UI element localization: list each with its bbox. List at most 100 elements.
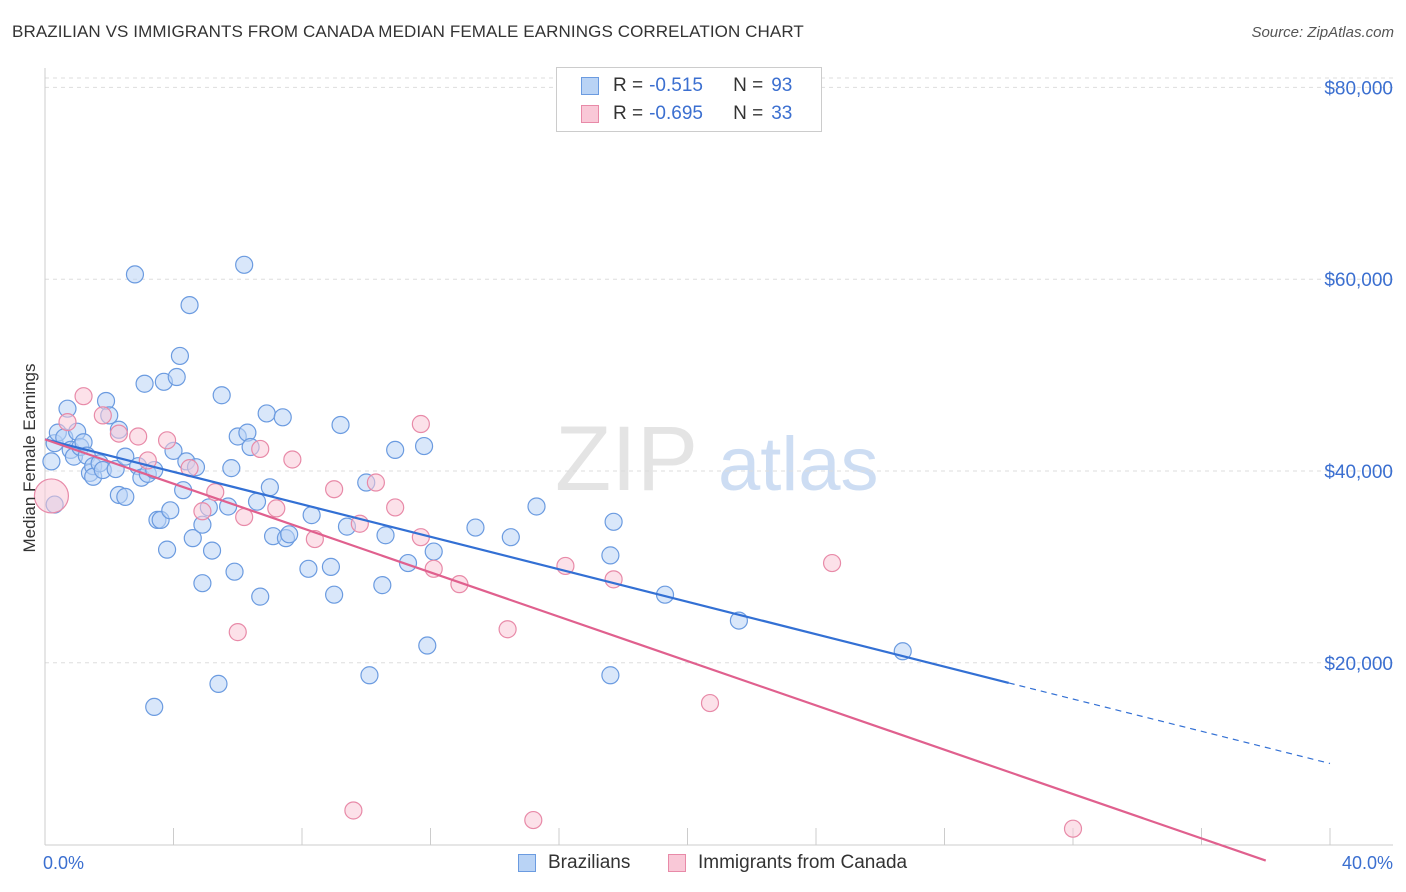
data-point	[247, 492, 267, 511]
data-point	[366, 473, 385, 492]
x-tick-label: 40.0%	[1342, 853, 1393, 873]
data-point	[170, 346, 190, 366]
legend-item-immigrants: Immigrants from Canada	[668, 852, 907, 874]
data-point	[700, 693, 720, 713]
legend-row-brazilians: R = -0.515 N = 93	[581, 73, 792, 99]
data-point	[386, 440, 405, 460]
data-point	[212, 386, 231, 405]
data-point	[228, 623, 247, 642]
legend-swatch-pink	[668, 854, 686, 872]
data-point	[331, 415, 350, 435]
legend-row-immigrants: R = -0.695 N = 33	[581, 101, 792, 127]
trend-lines	[44, 438, 1331, 862]
source-label: Source: ZipAtlas.com	[1251, 24, 1394, 41]
y-axis-label: Median Female Earnings	[20, 364, 39, 553]
data-point	[193, 574, 212, 593]
legend-label-immigrants: Immigrants from Canada	[698, 852, 908, 873]
data-point	[235, 255, 254, 274]
data-point	[601, 546, 620, 565]
data-point	[135, 374, 154, 393]
data-point	[202, 541, 222, 560]
x-tick-label: 0.0%	[43, 853, 84, 873]
y-tick-label: $20,000	[1324, 654, 1393, 675]
legend-r-label: R =	[613, 103, 644, 124]
data-point	[604, 512, 623, 531]
data-point	[418, 636, 437, 655]
tick-labels: $20,000 $40,000 $60,000 $80,000 0.0% 40.0%	[43, 78, 1393, 873]
data-point	[116, 487, 135, 506]
data-point	[267, 499, 286, 518]
data-point	[33, 478, 70, 514]
trend-line-brazilians	[44, 438, 1010, 684]
legend-swatch-pink	[581, 105, 599, 123]
data-point	[74, 387, 93, 406]
data-point	[125, 265, 145, 284]
grid-lines	[45, 77, 1393, 664]
watermark-atlas: atlas	[718, 422, 879, 507]
data-point	[424, 542, 443, 561]
data-point	[360, 666, 379, 685]
data-point	[209, 674, 228, 693]
zipatlas-watermark: ZIP atlas	[555, 408, 879, 510]
legend-r-label: R =	[613, 75, 644, 96]
legend-swatch-blue	[518, 854, 536, 872]
data-point	[283, 450, 302, 469]
data-point	[398, 553, 418, 573]
legend-label-brazilians: Brazilians	[548, 852, 631, 873]
data-point	[222, 459, 241, 478]
data-point	[109, 424, 128, 443]
data-point	[273, 408, 292, 427]
watermark-zip: ZIP	[555, 408, 698, 510]
data-point	[42, 452, 61, 471]
data-point	[411, 414, 430, 434]
data-point	[161, 501, 180, 520]
correlation-legend: R = -0.515 N = 93 R = -0.695 N = 33	[556, 67, 822, 132]
data-point	[129, 427, 148, 446]
data-point	[411, 528, 430, 547]
data-point	[280, 525, 299, 544]
legend-n-label: N =	[733, 75, 764, 96]
chart-title: BRAZILIAN VS IMMIGRANTS FROM CANADA MEDI…	[12, 22, 804, 41]
y-tick-label: $40,000	[1324, 462, 1393, 483]
legend-r-value: -0.695	[649, 103, 703, 124]
legend-n-value: 33	[771, 103, 793, 124]
data-point	[157, 431, 177, 450]
legend-item-brazilians: Brazilians	[518, 852, 630, 874]
data-point	[414, 436, 434, 456]
data-point	[58, 412, 77, 432]
data-point	[344, 801, 363, 820]
trend-line-brazilians-extension	[1008, 682, 1331, 765]
data-point	[466, 518, 485, 537]
data-point	[325, 585, 344, 604]
data-point	[501, 528, 520, 547]
series-legend: Brazilians Immigrants from Canada	[0, 852, 1406, 876]
legend-swatch-blue	[581, 77, 599, 95]
data-point	[183, 529, 202, 548]
data-point	[193, 502, 212, 521]
series-immigrants-from-canada	[33, 387, 1083, 838]
data-point	[260, 478, 279, 497]
legend-n-value: 93	[771, 75, 793, 96]
data-point	[251, 587, 270, 606]
data-point	[321, 557, 341, 576]
legend-n-label: N =	[733, 103, 764, 124]
data-point	[601, 666, 620, 685]
data-point	[373, 576, 392, 595]
legend-r-value: -0.515	[649, 75, 703, 96]
data-point	[524, 810, 543, 830]
data-point	[257, 404, 276, 423]
data-point	[167, 367, 186, 387]
data-point	[527, 497, 546, 516]
y-tick-label: $60,000	[1324, 270, 1393, 291]
data-point	[180, 295, 199, 315]
data-point	[1063, 819, 1083, 838]
data-point	[822, 553, 842, 573]
data-point	[145, 697, 164, 717]
data-point	[299, 559, 318, 578]
data-point	[251, 439, 270, 459]
data-point	[376, 526, 395, 545]
data-point	[498, 620, 517, 639]
trend-line-immigrants	[44, 438, 1267, 862]
data-point	[225, 562, 244, 581]
